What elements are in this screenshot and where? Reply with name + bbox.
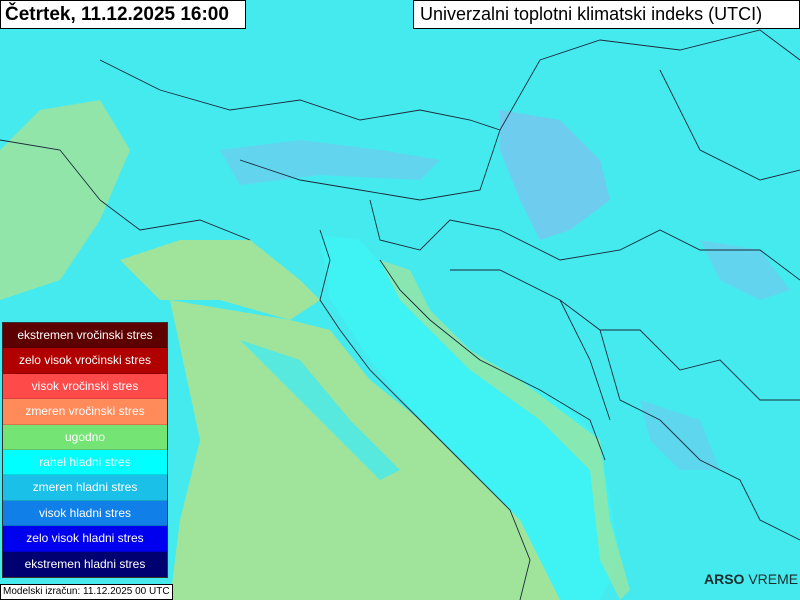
legend-item-moderate-heat: zmeren vročinski stres [3, 399, 167, 425]
legend-item-comfortable: ugodno [3, 424, 167, 450]
date-title: Četrtek, 11.12.2025 16:00 [0, 0, 246, 29]
index-title: Univerzalni toplotni klimatski indeks (U… [413, 0, 800, 29]
moderate-cold-hungary [500, 110, 610, 240]
arso-logo: ARSO VREME [704, 571, 798, 587]
comfortable-zone-france [0, 100, 130, 300]
model-run-label: Modelski izračun: 11.12.2025 00 UTC [0, 584, 173, 600]
legend-item-very-strong-heat: zelo visok vročinski stres [3, 348, 167, 374]
legend-item-very-strong-cold: zelo visok hladni stres [3, 526, 167, 552]
legend-item-extreme-cold: ekstremen hladni stres [3, 551, 167, 577]
legend-item-slight-cold: rahel hladni stres [3, 449, 167, 476]
moderate-cold-east [640, 400, 720, 470]
legend-item-strong-heat: visok vročinski stres [3, 373, 167, 400]
legend-item-strong-cold: visok hladni stres [3, 500, 167, 527]
moderate-cold-balkans [700, 240, 790, 300]
legend-item-moderate-cold: zmeren hladni stres [3, 475, 167, 501]
country-borders [0, 29, 800, 600]
adriatic-sea [320, 235, 620, 600]
logo-bold: ARSO [704, 571, 745, 587]
moderate-cold-alps [220, 140, 440, 185]
cold-apennines [240, 340, 400, 480]
logo-text: VREME [744, 571, 799, 587]
legend-item-extreme-heat: ekstremen vročinski stres [3, 323, 167, 349]
utci-legend: ekstremen vročinski stres zelo visok vro… [2, 322, 168, 578]
comfortable-zone-coast [380, 260, 630, 600]
